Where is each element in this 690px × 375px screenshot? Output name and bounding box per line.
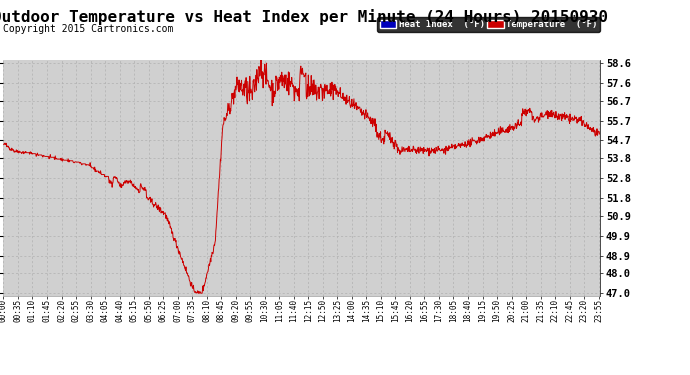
- Text: Copyright 2015 Cartronics.com: Copyright 2015 Cartronics.com: [3, 24, 174, 34]
- Text: Outdoor Temperature vs Heat Index per Minute (24 Hours) 20150930: Outdoor Temperature vs Heat Index per Mi…: [0, 9, 608, 26]
- Legend: Heat Index  (°F), Temperature  (°F): Heat Index (°F), Temperature (°F): [377, 18, 600, 32]
